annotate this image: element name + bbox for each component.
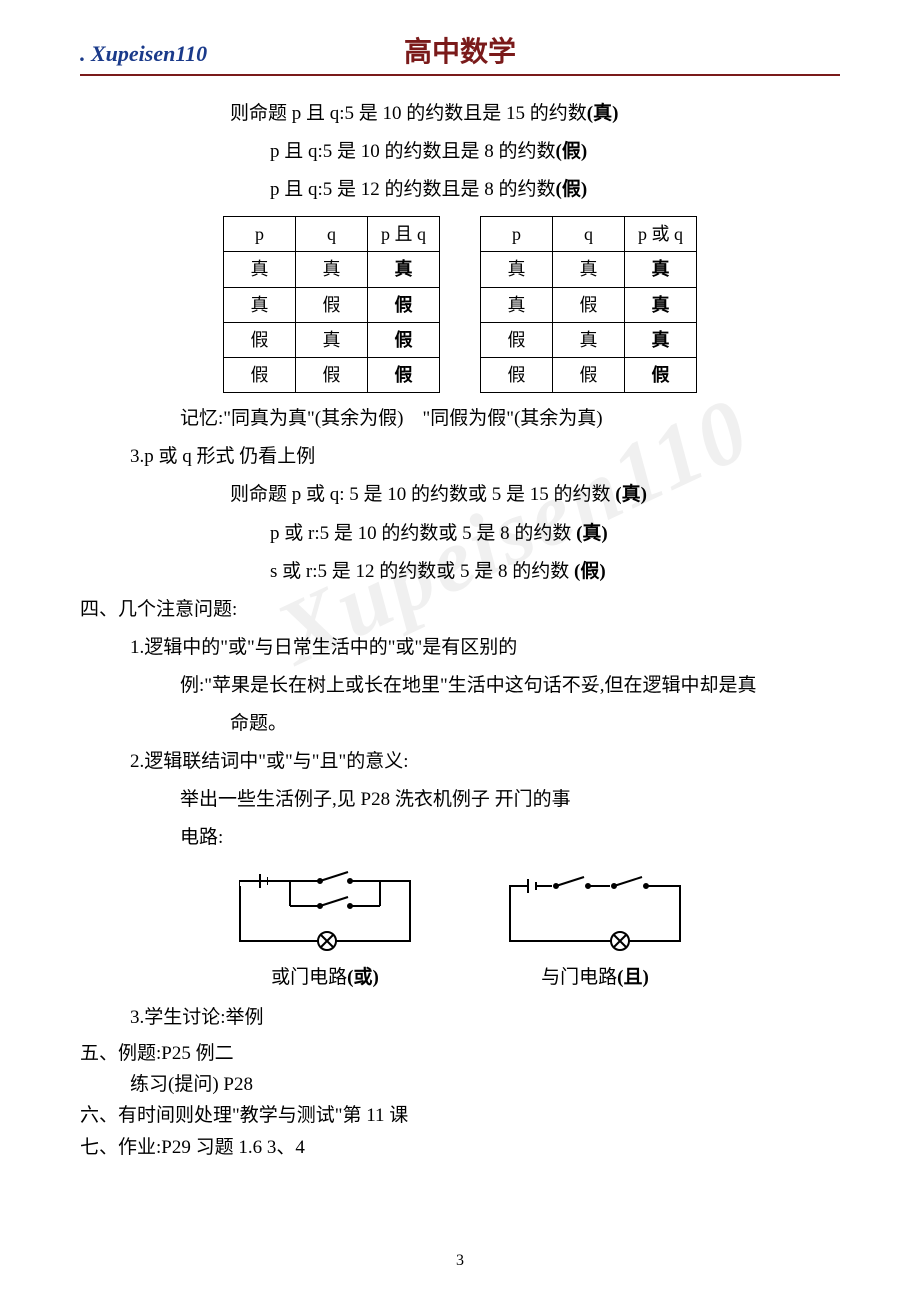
td: 真 — [553, 252, 625, 287]
section4-p2: 2.逻辑联结词中"或"与"且"的意义: — [80, 744, 840, 780]
td-result: 假 — [368, 358, 440, 393]
circuits: 或门电路(或) — [80, 866, 840, 996]
section7: 七、作业:P29 习题 1.6 3、4 — [80, 1133, 840, 1162]
section4-head: 四、几个注意问题: — [80, 592, 840, 628]
section4-p2ex1: 举出一些生活例子,见 P28 洗衣机例子 开门的事 — [80, 782, 840, 818]
value: (真) — [615, 484, 647, 505]
text: s 或 r:5 是 12 的约数或 5 是 8 的约数 — [270, 561, 574, 582]
document-content: 则命题 p 且 q:5 是 10 的约数且是 15 的约数(真) p 且 q:5… — [80, 96, 840, 1162]
td: 真 — [481, 287, 553, 322]
or-circuit-block: 或门电路(或) — [220, 866, 430, 996]
section4-p3: 3.学生讨论:举例 — [80, 1000, 840, 1036]
td: 真 — [296, 252, 368, 287]
td: 假 — [296, 358, 368, 393]
td: 真 — [224, 252, 296, 287]
td: 真 — [481, 252, 553, 287]
section5b: 练习(提问) P28 — [80, 1070, 840, 1099]
section3-l2: p 或 r:5 是 10 的约数或 5 是 8 的约数 (真) — [80, 516, 840, 552]
or-circuit-label: 或门电路(或) — [271, 960, 379, 996]
label-bold: (或) — [347, 967, 379, 988]
value: (假) — [556, 179, 588, 200]
td: 真 — [296, 322, 368, 357]
td: 假 — [481, 358, 553, 393]
section3-l1: 则命题 p 或 q: 5 是 10 的约数或 5 是 15 的约数 (真) — [80, 477, 840, 513]
text: p 且 q:5 是 12 的约数且是 8 的约数 — [270, 179, 556, 200]
and-circuit-icon — [490, 866, 700, 956]
value: (假) — [574, 561, 606, 582]
section5: 五、例题:P25 例二 — [80, 1039, 840, 1068]
td: 真 — [224, 287, 296, 322]
section4-p1: 1.逻辑中的"或"与日常生活中的"或"是有区别的 — [80, 630, 840, 666]
memory-right: "同假为假"(其余为真) — [422, 408, 602, 429]
td: 假 — [553, 287, 625, 322]
statement-pq1: 则命题 p 且 q:5 是 10 的约数且是 15 的约数(真) — [80, 96, 840, 132]
or-truth-table: p q p 或 q 真 真 真 真 假 真 假 真 真 假 假 — [480, 216, 697, 393]
table-row: 真 假 真 — [481, 287, 697, 322]
section3-l3: s 或 r:5 是 12 的约数或 5 是 8 的约数 (假) — [80, 554, 840, 590]
section6: 六、有时间则处理"教学与测试"第 11 课 — [80, 1101, 840, 1130]
text: p 且 q:5 是 10 的约数且是 8 的约数 — [270, 141, 556, 162]
table-header-row: p q p 且 q — [224, 217, 440, 252]
td-result: 真 — [625, 252, 697, 287]
td-result: 真 — [625, 322, 697, 357]
td: 真 — [553, 322, 625, 357]
th: p 且 q — [368, 217, 440, 252]
table-row: 假 假 假 — [481, 358, 697, 393]
label-prefix: 或门电路 — [271, 967, 347, 988]
table-row: 假 真 真 — [481, 322, 697, 357]
table-row: 真 真 真 — [224, 252, 440, 287]
th: p — [224, 217, 296, 252]
value: (假) — [556, 141, 588, 162]
statement-pq3: p 且 q:5 是 12 的约数且是 8 的约数(假) — [80, 172, 840, 208]
td-result: 真 — [625, 287, 697, 322]
th: p — [481, 217, 553, 252]
td: 假 — [481, 322, 553, 357]
td-result: 假 — [368, 287, 440, 322]
text: 则命题 p 或 q: 5 是 10 的约数或 5 是 15 的约数 — [230, 484, 615, 505]
th: p 或 q — [625, 217, 697, 252]
page-header: . Xupeisen110 高中数学 — [80, 30, 840, 76]
th: q — [296, 217, 368, 252]
and-circuit-block: 与门电路(且) — [490, 866, 700, 996]
and-truth-table: p q p 且 q 真 真 真 真 假 假 假 真 假 假 假 — [223, 216, 440, 393]
td: 假 — [296, 287, 368, 322]
table-header-row: p q p 或 q — [481, 217, 697, 252]
table-row: 真 假 假 — [224, 287, 440, 322]
or-circuit-icon — [220, 866, 430, 956]
table-row: 假 假 假 — [224, 358, 440, 393]
text: p 或 r:5 是 10 的约数或 5 是 8 的约数 — [270, 523, 576, 544]
value: (真) — [576, 523, 608, 544]
statement-pq2: p 且 q:5 是 10 的约数且是 8 的约数(假) — [80, 134, 840, 170]
td-result: 假 — [368, 322, 440, 357]
th: q — [553, 217, 625, 252]
page-number: 3 — [0, 1252, 920, 1270]
td: 假 — [224, 322, 296, 357]
section4-p1ex2: 命题。 — [80, 706, 840, 742]
td-result: 真 — [368, 252, 440, 287]
td: 假 — [553, 358, 625, 393]
section3-head: 3.p 或 q 形式 仍看上例 — [80, 439, 840, 475]
text: 则命题 p 且 q:5 是 10 的约数且是 15 的约数 — [230, 103, 587, 124]
and-circuit-label: 与门电路(且) — [541, 960, 649, 996]
section4-p2ex2: 电路: — [80, 820, 840, 856]
value: (真) — [587, 103, 619, 124]
table-row: 假 真 假 — [224, 322, 440, 357]
section4-p1ex1: 例:"苹果是长在树上或长在地里"生活中这句话不妥,但在逻辑中却是真 — [80, 668, 840, 704]
table-row: 真 真 真 — [481, 252, 697, 287]
td-result: 假 — [625, 358, 697, 393]
memory-left: 记忆:"同真为真"(其余为假) — [180, 408, 403, 429]
label-bold: (且) — [617, 967, 649, 988]
truth-tables: p q p 且 q 真 真 真 真 假 假 假 真 假 假 假 — [80, 216, 840, 393]
page-title: 高中数学 — [270, 30, 650, 70]
td: 假 — [224, 358, 296, 393]
brand-text: . Xupeisen110 — [80, 41, 270, 67]
label-prefix: 与门电路 — [541, 967, 617, 988]
memory-line: 记忆:"同真为真"(其余为假) "同假为假"(其余为真) — [80, 401, 840, 437]
